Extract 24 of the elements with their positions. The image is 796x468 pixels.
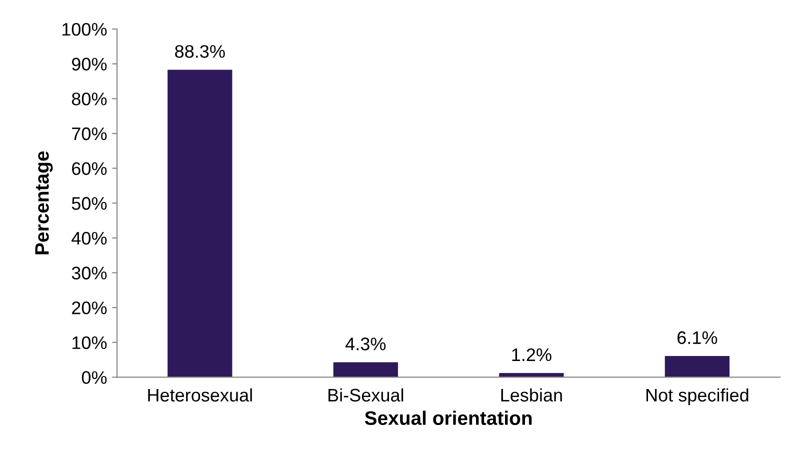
bar	[664, 356, 730, 378]
y-tick-label: 0%	[82, 371, 107, 384]
y-tick-label: 90%	[72, 58, 107, 71]
x-tick-label: Lesbian	[501, 388, 562, 402]
bar	[168, 70, 232, 378]
data-label: 88.3%	[175, 45, 225, 58]
x-tick-label: Heterosexual	[148, 388, 252, 402]
y-tick-label: 80%	[72, 92, 107, 106]
y-tick-label: 30%	[72, 266, 107, 280]
x-axis-title: Sexual orientation	[364, 410, 532, 425]
x-tick-label: Bi-Sexual	[328, 388, 404, 402]
bar	[333, 362, 398, 378]
y-tick-label: 100%	[62, 22, 107, 36]
y-tick-label: 70%	[72, 127, 107, 140]
data-label: 6.1%	[678, 331, 718, 344]
y-tick-label: 10%	[72, 336, 107, 350]
y-axis-title: Percentage	[35, 151, 53, 254]
y-tick-label: 60%	[72, 162, 107, 176]
x-tick-label: Not specified	[646, 388, 748, 406]
y-tick-label: 20%	[72, 302, 107, 314]
y-tick-label: 50%	[72, 197, 107, 210]
data-label: 4.3%	[346, 338, 386, 350]
y-tick-label: 40%	[72, 232, 107, 245]
data-label: 1.2%	[512, 348, 552, 362]
